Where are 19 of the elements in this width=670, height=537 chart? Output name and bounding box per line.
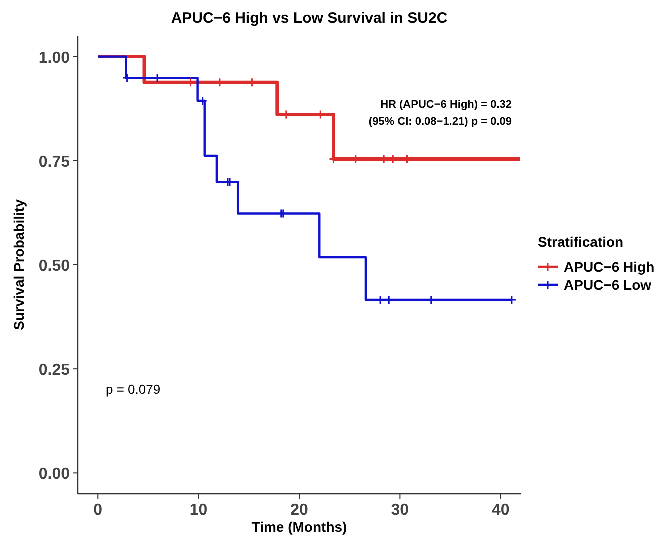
annotation: HR (APUC−6 High) = 0.32 xyxy=(380,99,512,111)
y-axis-title: Survival Probability xyxy=(11,199,27,330)
x-tick-label: 10 xyxy=(190,502,208,519)
legend-title: Stratification xyxy=(538,234,624,250)
annotation: p = 0.079 xyxy=(106,382,161,397)
y-tick-label: 1.00 xyxy=(38,50,70,67)
y-tick-label: 0.00 xyxy=(38,466,70,484)
x-tick-label: 40 xyxy=(492,502,510,519)
x-tick-label: 30 xyxy=(391,502,410,519)
annotation: (95% CI: 0.08−1.21) p = 0.09 xyxy=(368,116,512,128)
x-tick-label: 20 xyxy=(290,502,308,519)
x-axis-title: Time (Months) xyxy=(252,519,348,535)
legend-label: APUC−6 High xyxy=(564,259,655,275)
x-tick-label: 0 xyxy=(94,502,103,519)
y-tick-label: 0.25 xyxy=(38,362,70,380)
legend-label: APUC−6 Low xyxy=(564,277,652,293)
y-tick-label: 0.75 xyxy=(38,154,70,171)
chart-title: APUC−6 High vs Low Survival in SU2C xyxy=(171,10,448,27)
y-tick-label: 0.50 xyxy=(38,258,70,275)
